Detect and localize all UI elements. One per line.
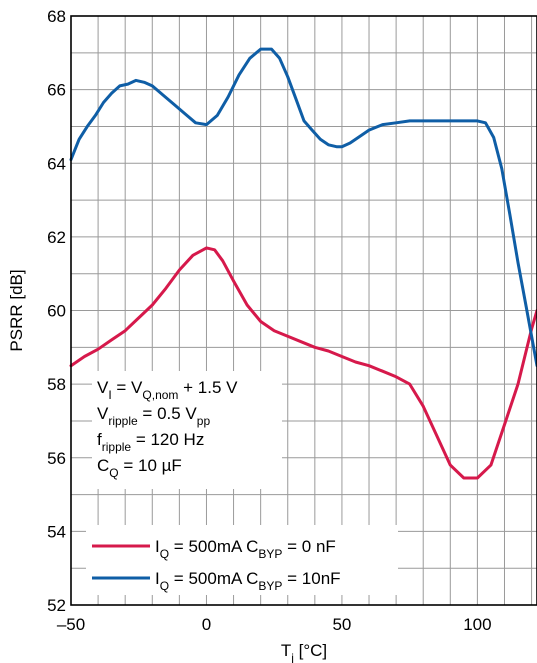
y-tick-label: 64 [47,154,66,173]
y-tick-label: 56 [47,449,66,468]
legend-background [86,525,398,595]
y-axis-label: PSRR [dB] [7,269,26,351]
y-tick-label: 54 [47,522,66,541]
x-tick-label: –50 [57,615,85,634]
condition-text: fripple = 120 Hz [97,430,204,454]
condition-text: VI = VQ,nom + 1.5 V [97,378,238,402]
conditions-background [92,371,282,489]
x-axis-label: Tj [°C] [281,641,327,663]
condition-text: Vripple = 0.5 Vpp [97,404,210,428]
grid [71,16,537,605]
legend-label: IQ = 500mA CBYP = 0 nF [155,537,336,561]
legend: IQ = 500mA CBYP = 0 nF IQ = 500mA CBYP = … [92,537,341,593]
condition-text: CQ = 10 µF [97,456,182,480]
series-layer [69,47,537,480]
x-tick-label: 0 [202,615,211,634]
tick-labels: –50 0 50 100 52 54 56 58 60 62 64 66 68 [47,7,492,634]
y-tick-label: 60 [47,302,66,321]
y-tick-label: 62 [47,228,66,247]
y-tick-label: 52 [47,596,66,615]
series-line-2 [69,47,537,368]
axis-labels: Tj [°C] PSRR [dB] [7,269,327,663]
plot-frame [70,15,537,606]
y-tick-label: 66 [47,81,66,100]
y-tick-label: 68 [47,7,66,26]
x-tick-label: 50 [332,615,351,634]
series-line-1 [69,246,537,480]
y-tick-label: 58 [47,375,66,394]
x-tick-label: 100 [463,615,491,634]
legend-label: IQ = 500mA CBYP = 10nF [155,569,341,593]
